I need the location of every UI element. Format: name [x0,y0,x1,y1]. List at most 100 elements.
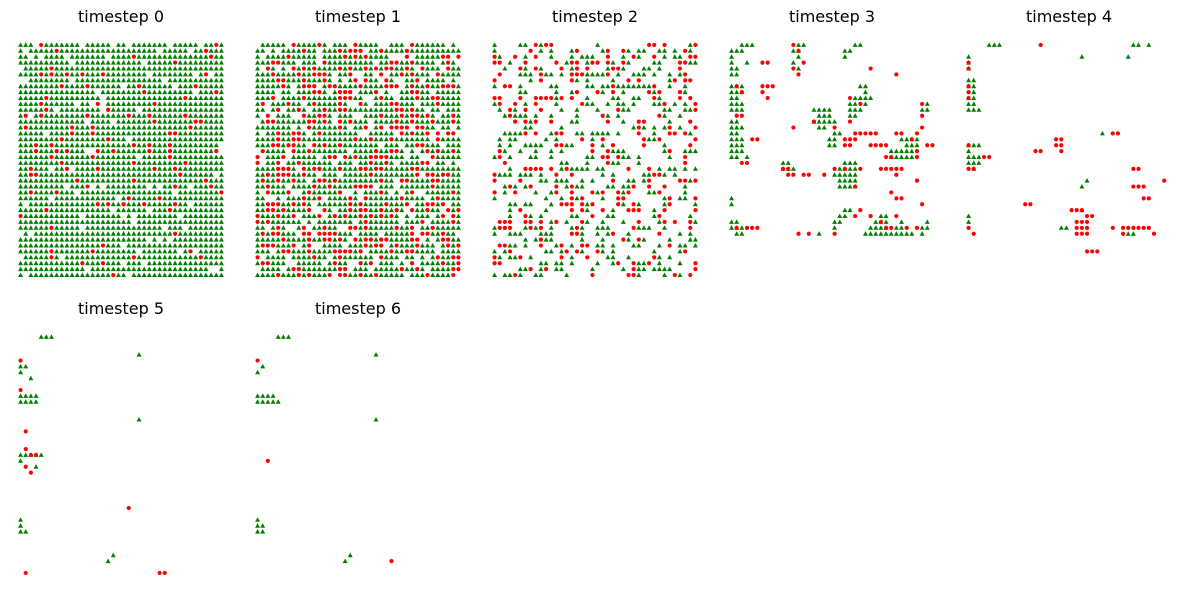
tree-point [43,231,49,236]
tree-point [337,54,343,59]
fire-point [868,213,873,219]
tree-point [260,201,266,207]
tree-point [450,154,456,159]
tree-point [18,166,24,171]
tree-point [419,195,425,201]
tree-point [327,160,333,165]
fire-point [49,249,54,254]
tree-point [105,89,111,95]
fire-point [446,208,451,213]
tree-point [605,231,611,236]
tree-point [626,183,631,189]
tree-point [203,195,209,201]
tree-point [559,195,564,201]
tree-point [440,101,446,106]
tree-point [198,237,204,242]
tree-point [69,154,75,159]
fire-point [363,243,368,248]
tree-point [131,148,137,154]
tree-point [33,195,39,201]
tree-point [23,213,29,218]
fire-point [667,131,672,136]
tree-point [383,54,389,59]
tree-point [126,148,132,154]
tree-point [28,148,34,154]
fire-point [636,78,641,83]
fire-point [332,154,337,160]
fire-point [518,95,523,101]
tree-point [651,213,657,218]
fire-point [492,78,497,83]
tree-point [327,195,333,201]
tree-point [419,148,425,154]
tree-point [600,242,606,248]
fire-point [507,219,513,225]
tree-point [430,54,436,59]
fire-point [317,196,322,201]
tree-point [734,107,740,112]
fire-point [348,90,353,95]
fire-point [286,249,291,254]
fire-point [853,213,858,219]
tree-point [435,237,441,242]
tree-point [749,42,755,47]
tree-point [49,272,54,277]
tree-point [18,183,24,189]
tree-point [54,119,60,124]
tree-point [95,248,101,254]
tree-point [54,207,60,213]
fire-point [497,243,502,248]
tree-point [435,172,441,177]
tree-point [734,95,740,100]
tree-point [152,160,157,165]
tree-point [373,54,379,59]
fire-point [301,202,307,207]
tree-point [342,60,348,65]
fire-point [657,137,662,142]
tree-point [440,219,446,224]
tree-point [74,242,80,248]
fire-point [652,255,657,260]
tree-point [507,166,513,171]
fire-point [157,196,162,201]
fire-point [296,267,301,272]
tree-point [517,148,523,154]
fire-point [533,95,538,101]
tree-point [389,195,394,201]
tree-point [347,183,353,189]
tree-point [419,48,425,53]
tree-point [327,113,333,118]
tree-point [110,231,116,236]
tree-point [409,154,415,159]
tree-point [85,219,90,224]
fire-point [847,137,853,142]
tree-point [157,107,163,112]
tree-point [389,130,394,136]
tree-point [182,54,188,59]
tree-point [121,272,127,277]
tree-point [213,178,219,183]
tree-point [95,213,101,218]
fire-point [693,208,698,213]
tree-point [136,77,142,83]
tree-point [399,42,405,47]
fire-point [832,231,837,236]
tree-point [54,130,60,136]
tree-point [455,172,461,177]
tree-point [584,201,590,207]
fire-point [59,84,64,89]
tree-point [49,207,54,213]
tree-point [971,160,977,165]
fire-point [621,48,626,53]
tree-point [203,254,209,260]
fire-point [409,249,415,254]
tree-point [651,136,657,142]
tree-point [198,225,204,230]
tree-point [193,60,199,65]
tree-point [74,107,80,112]
tree-point [270,148,276,154]
tree-point [23,119,29,124]
tree-point [610,172,616,177]
tree-point [146,65,152,71]
